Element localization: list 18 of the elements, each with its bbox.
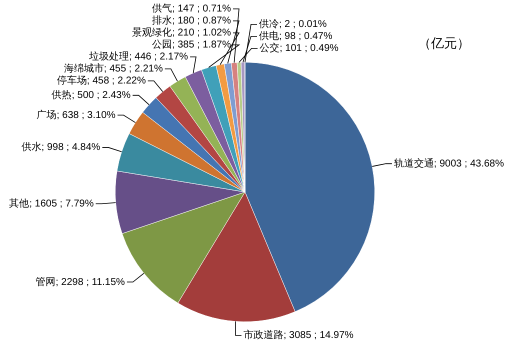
slice-label: 供气; 147 ; 0.71% [152,2,232,15]
slice-label: 景观绿化; 210 ; 1.02% [132,26,232,39]
slice-label: 其他; 1605 ; 7.79% [9,197,94,210]
slice-label: 轨道交通; 9003 ; 43.68% [394,157,504,170]
slice-label: 垃圾处理; 446 ; 2.17% [88,50,188,63]
slice-label: 排水; 180 ; 0.87% [152,14,232,27]
slice-label: 公交; 101 ; 0.49% [260,42,339,54]
slice-label: 停车场; 458 ; 2.22% [56,74,146,87]
slice-label: 市政道路; 3085 ; 14.97% [243,329,354,342]
slice-label: 供热; 500 ; 2.43% [52,90,131,102]
slice-label: 供冷; 2 ; 0.01% [259,18,327,30]
slice-label: 供电; 98 ; 0.47% [259,30,332,42]
slice-label: 海绵城市; 455 ; 2.21% [64,62,163,75]
text: （亿元） [418,36,470,52]
slice-label: 公园; 385 ; 1.87% [152,38,232,51]
slice-label: 广场; 638 ; 3.10% [36,108,116,121]
slice-label: 供水; 998 ; 4.84% [21,141,100,154]
slice-label: 管网; 2298 ; 11.15% [36,276,126,288]
